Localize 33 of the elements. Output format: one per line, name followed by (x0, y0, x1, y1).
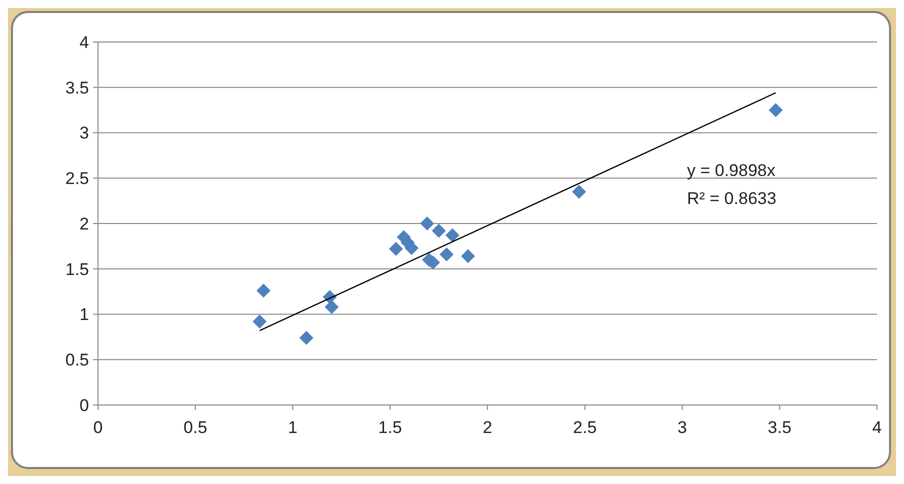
y-tick-label: 0.5 (65, 350, 89, 370)
x-tick-label: 4 (872, 418, 882, 437)
x-tick-label: 0.5 (184, 418, 208, 437)
y-tick-label: 2 (80, 214, 89, 234)
x-tick-label: 1.5 (378, 418, 402, 437)
x-tick-label: 3.5 (768, 418, 792, 437)
point (324, 300, 339, 314)
point (256, 284, 271, 298)
point (404, 241, 419, 256)
point (445, 228, 460, 242)
y-tick-label: 1.5 (65, 260, 89, 279)
x-tick-label: 2 (482, 418, 492, 437)
point (461, 249, 476, 264)
y-tick-label: 4 (80, 32, 89, 52)
x-tick-label: 2.5 (573, 418, 597, 437)
y-tick-label: 3.5 (65, 78, 89, 98)
point (299, 330, 314, 345)
point (388, 242, 403, 256)
point (572, 184, 586, 199)
y-tick-label: 0 (80, 396, 89, 415)
x-tick-label: 3 (678, 418, 687, 437)
point (252, 314, 267, 329)
annotation: R² = 0.8633 (687, 189, 776, 208)
point (768, 103, 783, 118)
point (420, 216, 434, 230)
y-tick-label: 2.5 (65, 169, 89, 188)
x-tick-label: 0 (93, 418, 103, 437)
point (440, 247, 454, 262)
y-tick-label: 1 (80, 305, 89, 324)
y-tick-label: 3 (80, 124, 89, 143)
x-tick-label: 1 (288, 418, 298, 437)
annotation: y = 0.9898x (687, 161, 776, 180)
point (432, 224, 446, 238)
